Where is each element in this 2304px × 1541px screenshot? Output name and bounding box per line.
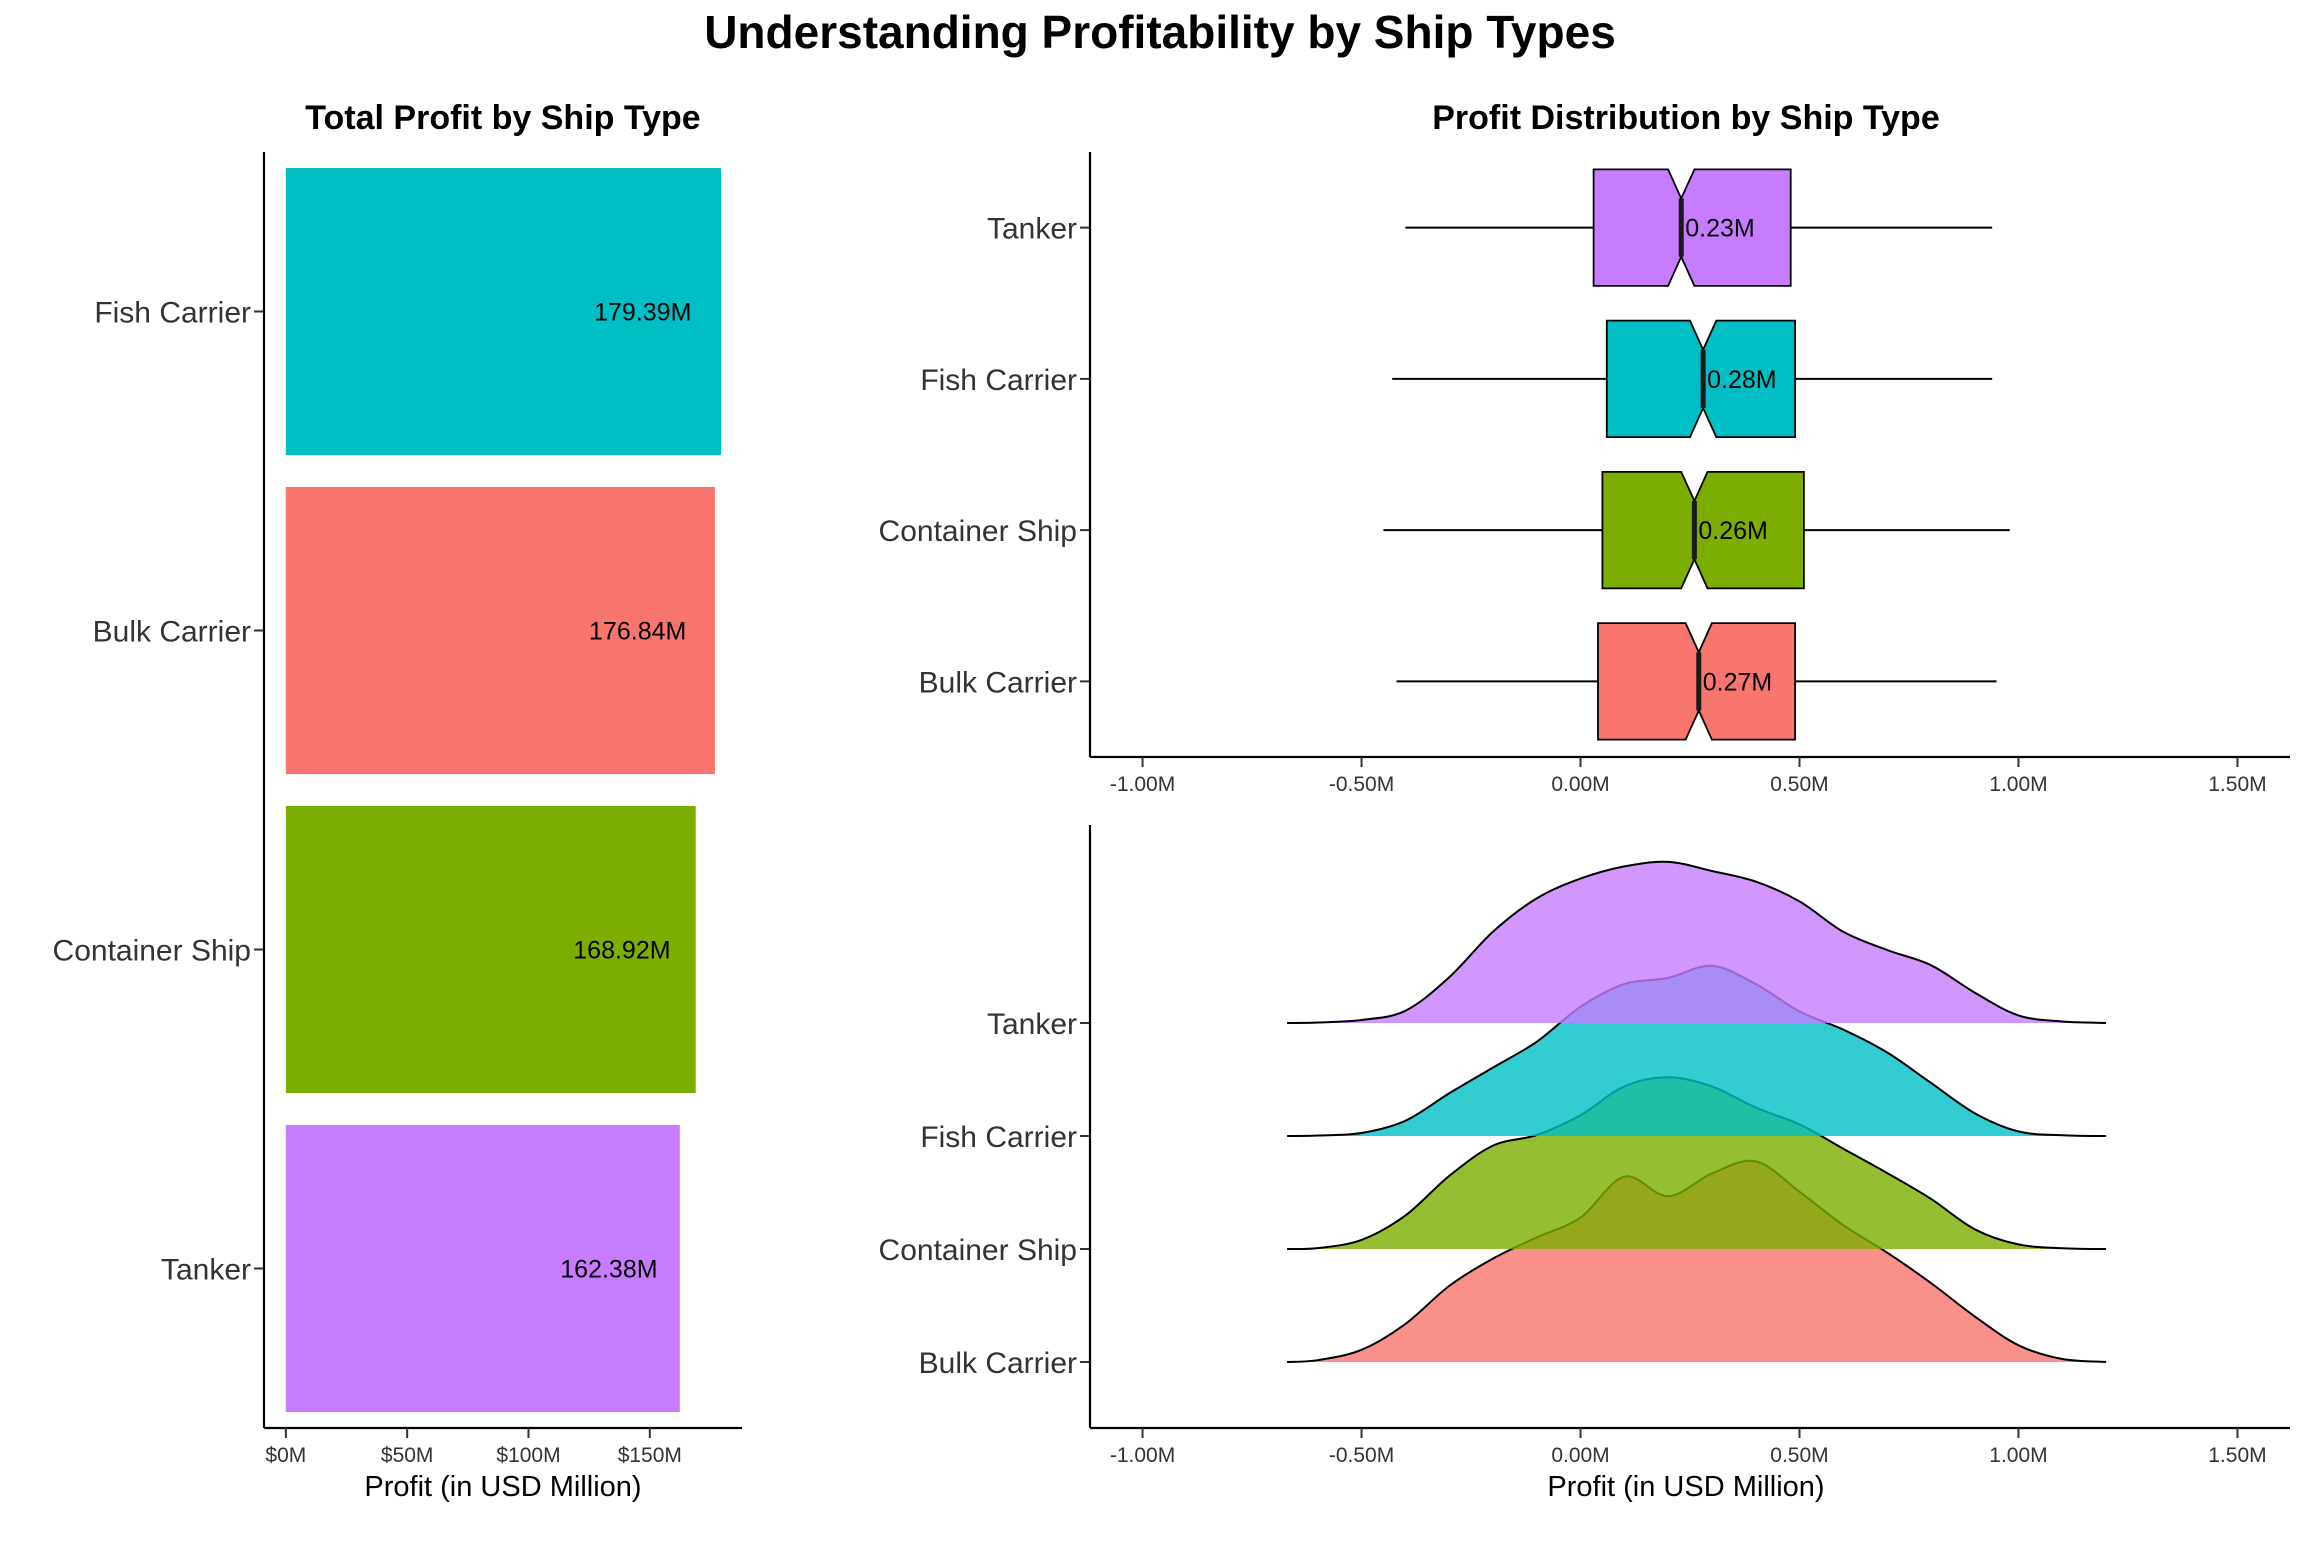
bar-x-tick-label: $0M: [265, 1444, 306, 1467]
box-marks: 0.23M 0.28M 0.26M 0.27M: [1383, 168, 2010, 741]
bar-value-label-bulk-carrier: 176.84M: [589, 618, 686, 646]
box-tanker: 0.23M: [1405, 168, 1993, 287]
bar-chart-panel: Total Profit by Ship Type 179.39M 176.84M…: [53, 99, 742, 1503]
ridge-x-axis-title: Profit (in USD Million): [1547, 1471, 1824, 1503]
box-container-ship: 0.26M: [1383, 470, 2010, 590]
y-tick-label-container-ship: Container Ship: [53, 935, 251, 968]
box-x-tick-label: 1.00M: [1989, 773, 2047, 796]
box-y-tick-label-fish-carrier: Fish Carrier: [920, 364, 1077, 397]
box-plot-panel: Profit Distribution by Ship Type 0.23M0.…: [879, 99, 2290, 796]
box-axes: Tanker Fish Carrier Container Ship Bulk Car…: [879, 152, 2290, 796]
ridge-y-tick-label-container-ship: Container Ship: [879, 1234, 1077, 1267]
ridge-x-tick-label: 1.00M: [1989, 1444, 2047, 1467]
bar-fish-carrier: [285, 167, 722, 456]
median-label-bulk-carrier: 0.27M: [1703, 668, 1772, 696]
ridge-y-tick-label-fish-carrier: Fish Carrier: [920, 1121, 1077, 1154]
box-x-tick-label: 0.00M: [1551, 773, 1609, 796]
bar-container-ship: [285, 805, 696, 1094]
ridge-x-tick-label: -0.50M: [1329, 1444, 1394, 1467]
y-tick-label-bulk-carrier: Bulk Carrier: [93, 616, 251, 649]
y-tick-label-fish-carrier: Fish Carrier: [94, 297, 251, 330]
box-plot-title: Profit Distribution by Ship Type: [1432, 99, 1939, 137]
bar-bulk-carrier: [285, 486, 715, 775]
ridge-x-tick-label: 0.50M: [1770, 1444, 1828, 1467]
median-label-container-ship: 0.26M: [1698, 517, 1767, 545]
median-label-tanker: 0.23M: [1685, 215, 1754, 243]
ridge-x-tick-label: 0.00M: [1551, 1444, 1609, 1467]
bar-value-label-fish-carrier: 179.39M: [594, 299, 691, 327]
ridge-y-tick-label-tanker: Tanker: [987, 1008, 1077, 1041]
bar-axes: Fish Carrier Bulk Carrier Container Ship Ta…: [53, 152, 742, 1467]
y-tick-label-tanker: Tanker: [161, 1254, 251, 1287]
box-y-tick-label-tanker: Tanker: [987, 213, 1077, 246]
box-bulk-carrier: 0.27M: [1396, 622, 1997, 741]
bar-x-tick-label: $150M: [618, 1444, 682, 1467]
ridgeline-panel: Tanker Fish Carrier Container Ship Bulk Car…: [879, 825, 2290, 1503]
median-label-fish-carrier: 0.28M: [1707, 366, 1776, 394]
ridge-axes: Tanker Fish Carrier Container Ship Bulk Car…: [879, 825, 2290, 1467]
ridge-area-container-ship: [1287, 1077, 2107, 1250]
bar-x-tick-label: $50M: [381, 1444, 434, 1467]
ridge-marks: [1287, 860, 2107, 1363]
bar-value-label-tanker: 162.38M: [560, 1256, 657, 1284]
ridge-area-tanker: [1287, 861, 2107, 1023]
ridge-x-tick-label: -1.00M: [1110, 1444, 1175, 1467]
box-fish-carrier: 0.28M: [1392, 319, 1993, 439]
bar-tanker: [285, 1124, 680, 1413]
box-body-container-ship: [1601, 470, 1805, 590]
ridge-x-tick-label: 1.50M: [2208, 1444, 2266, 1467]
bar-x-axis-title: Profit (in USD Million): [364, 1471, 641, 1503]
ridge-area-fish-carrier: [1287, 965, 2107, 1136]
ridge-y-tick-label-bulk-carrier: Bulk Carrier: [919, 1347, 1077, 1380]
bar-value-label-container-ship: 168.92M: [573, 937, 670, 965]
box-y-tick-label-bulk-carrier: Bulk Carrier: [919, 666, 1077, 699]
box-body-tanker: [1592, 168, 1792, 287]
ridge-area-bulk-carrier: [1287, 1160, 2107, 1362]
box-x-tick-label: -1.00M: [1110, 773, 1175, 796]
ridge-outline-tanker: [1287, 860, 2107, 1024]
bar-x-tick-label: $100M: [496, 1444, 560, 1467]
box-x-tick-label: 0.50M: [1770, 773, 1828, 796]
box-x-tick-label: 1.50M: [2208, 773, 2266, 796]
box-x-tick-label: -0.50M: [1329, 773, 1394, 796]
figure-title: Understanding Profitability by Ship Type…: [704, 6, 1616, 58]
bar-chart-title: Total Profit by Ship Type: [305, 99, 700, 137]
box-y-tick-label-container-ship: Container Ship: [879, 515, 1077, 548]
bar-marks: 179.39M 176.84M 168.92M 162.38M: [285, 167, 722, 1413]
